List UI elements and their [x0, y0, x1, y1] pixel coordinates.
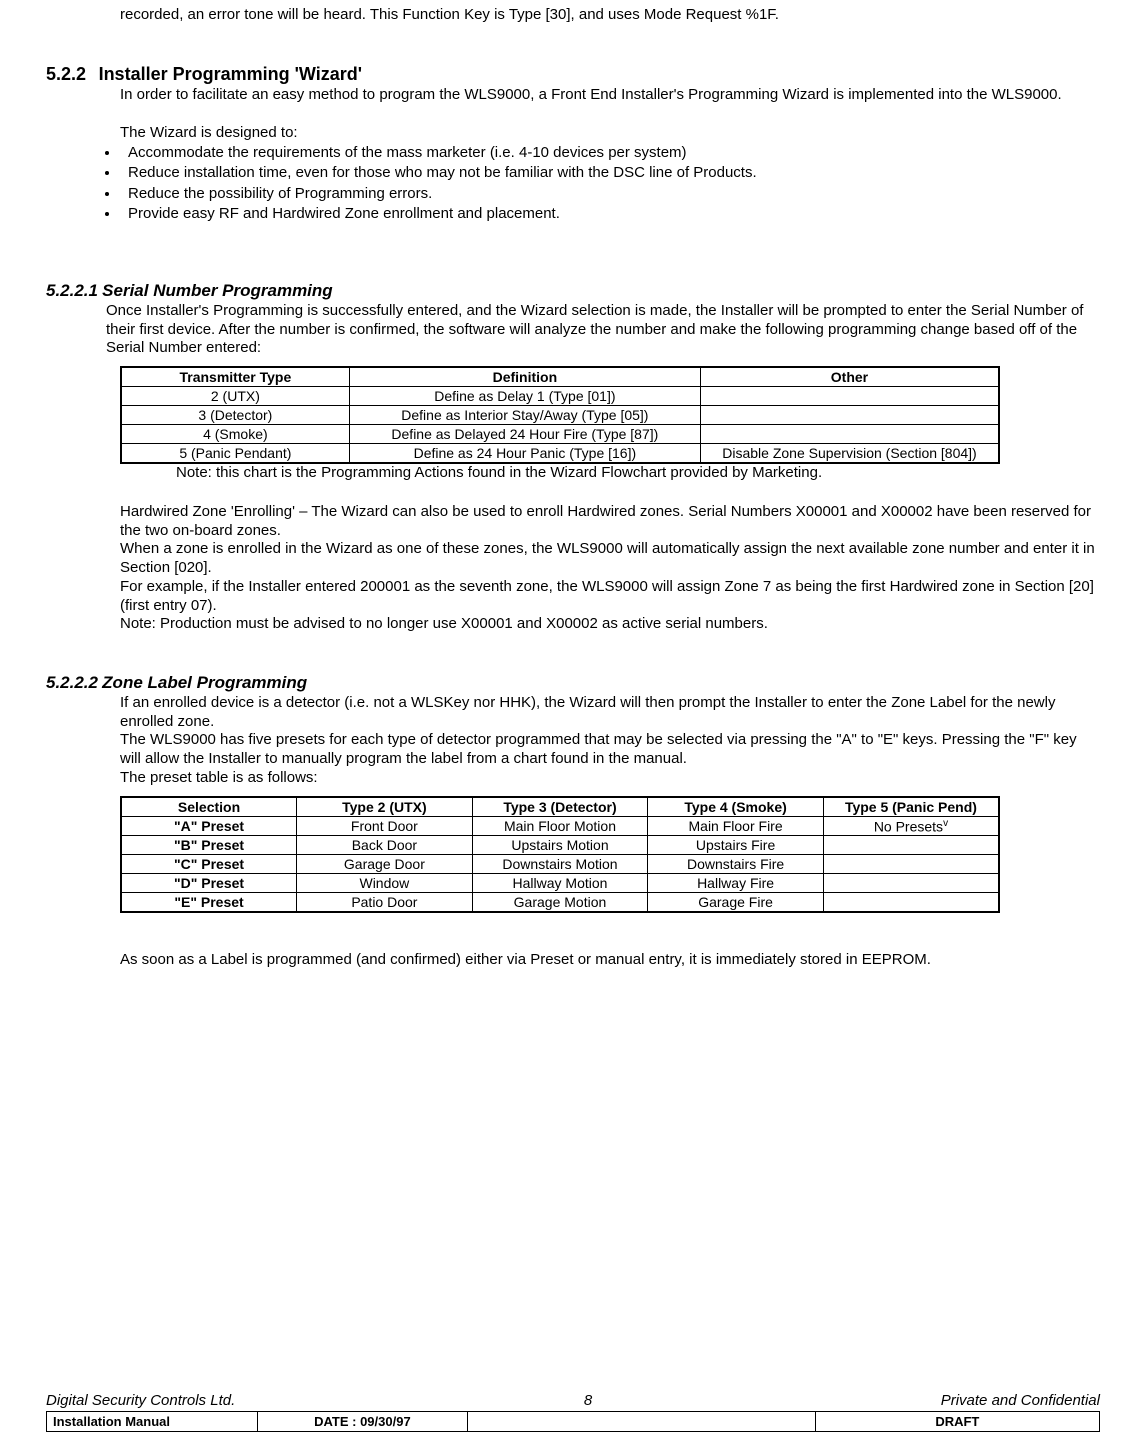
cell: Garage Door — [297, 855, 473, 874]
cell: Downstairs Motion — [472, 855, 648, 874]
table-note: Note: this chart is the Programming Acti… — [176, 464, 1100, 483]
cell: Define as 24 Hour Panic (Type [16]) — [349, 444, 700, 464]
cell: Define as Interior Stay/Away (Type [05]) — [349, 406, 700, 425]
section-number: 5.2.2 — [46, 64, 86, 84]
cell: Upstairs Motion — [472, 836, 648, 855]
subsection-number: 5.2.2.1 — [46, 281, 98, 300]
footer-cell-empty — [468, 1412, 815, 1432]
body-text: Hardwired Zone 'Enrolling' – The Wizard … — [120, 503, 1100, 541]
cell — [823, 893, 999, 913]
table-row: "C" Preset Garage Door Downstairs Motion… — [121, 855, 999, 874]
table-row: 2 (UTX) Define as Delay 1 (Type [01]) — [121, 387, 999, 406]
body-text: Once Installer's Programming is successf… — [106, 302, 1100, 358]
th-other: Other — [700, 367, 999, 387]
cell: 5 (Panic Pendant) — [121, 444, 349, 464]
table-row: "E" Preset Patio Door Garage Motion Gara… — [121, 893, 999, 913]
cell: Define as Delay 1 (Type [01]) — [349, 387, 700, 406]
body-text: When a zone is enrolled in the Wizard as… — [120, 540, 1100, 578]
row-header: "C" Preset — [121, 855, 297, 874]
cell — [823, 836, 999, 855]
cell: Disable Zone Supervision (Section [804]) — [700, 444, 999, 464]
th-type4: Type 4 (Smoke) — [648, 797, 824, 817]
cell: Main Floor Fire — [648, 816, 824, 836]
cell — [700, 425, 999, 444]
body-text: As soon as a Label is programmed (and co… — [120, 951, 1100, 970]
cell — [823, 855, 999, 874]
row-header: "D" Preset — [121, 874, 297, 893]
th-type5: Type 5 (Panic Pend) — [823, 797, 999, 817]
row-header: "A" Preset — [121, 816, 297, 836]
cell: Downstairs Fire — [648, 855, 824, 874]
cell: Hallway Fire — [648, 874, 824, 893]
subsection-number: 5.2.2.2 — [46, 673, 98, 692]
cell: 3 (Detector) — [121, 406, 349, 425]
bullet-list: Accommodate the requirements of the mass… — [120, 143, 1100, 224]
footer-cell-draft: DRAFT — [815, 1412, 1099, 1432]
cell: Garage Fire — [648, 893, 824, 913]
body-text: The preset table is as follows: — [120, 769, 1100, 788]
footer-confidential: Private and Confidential — [941, 1392, 1100, 1409]
list-item: Reduce the possibility of Programming er… — [120, 184, 1100, 204]
body-text: For example, if the Installer entered 20… — [120, 578, 1100, 616]
cell: 4 (Smoke) — [121, 425, 349, 444]
body-text: In order to facilitate an easy method to… — [120, 86, 1100, 105]
list-item: Accommodate the requirements of the mass… — [120, 143, 1100, 163]
cell: Front Door — [297, 816, 473, 836]
cell: Upstairs Fire — [648, 836, 824, 855]
cell — [700, 406, 999, 425]
cell — [823, 874, 999, 893]
transmitter-table: Transmitter Type Definition Other 2 (UTX… — [120, 366, 1000, 464]
footer-cell-date: DATE : 09/30/97 — [257, 1412, 468, 1432]
th-transmitter-type: Transmitter Type — [121, 367, 349, 387]
row-header: "B" Preset — [121, 836, 297, 855]
cell: Patio Door — [297, 893, 473, 913]
cell: Back Door — [297, 836, 473, 855]
list-item: Reduce installation time, even for those… — [120, 163, 1100, 183]
th-type3: Type 3 (Detector) — [472, 797, 648, 817]
subsection-title: Zone Label Programming — [102, 673, 307, 692]
body-text: Note: Production must be advised to no l… — [120, 615, 1100, 634]
table-row: 3 (Detector) Define as Interior Stay/Awa… — [121, 406, 999, 425]
body-text: The Wizard is designed to: — [120, 124, 1100, 143]
section-title: Installer Programming 'Wizard' — [99, 64, 362, 84]
footer-page-number: 8 — [584, 1392, 592, 1409]
subsection-title: Serial Number Programming — [102, 281, 333, 300]
table-row: 4 (Smoke) Define as Delayed 24 Hour Fire… — [121, 425, 999, 444]
section-5-2-2-1: 5.2.2.1 Serial Number Programming Once I… — [46, 280, 1100, 634]
page-footer: Digital Security Controls Ltd. 8 Private… — [46, 1392, 1100, 1432]
table-row: "B" Preset Back Door Upstairs Motion Ups… — [121, 836, 999, 855]
footer-cell-manual: Installation Manual — [47, 1412, 258, 1432]
footer-table: Installation Manual DATE : 09/30/97 DRAF… — [46, 1411, 1100, 1432]
section-5-2-2-2: 5.2.2.2 Zone Label Programming If an enr… — [46, 672, 1100, 970]
section-5-2-2: 5.2.2 Installer Programming 'Wizard' In … — [46, 63, 1100, 224]
cell: Main Floor Motion — [472, 816, 648, 836]
list-item: Provide easy RF and Hardwired Zone enrol… — [120, 204, 1100, 224]
cell: Window — [297, 874, 473, 893]
cell: Define as Delayed 24 Hour Fire (Type [87… — [349, 425, 700, 444]
footer-company: Digital Security Controls Ltd. — [46, 1392, 235, 1409]
table-row: "A" Preset Front Door Main Floor Motion … — [121, 816, 999, 836]
row-header: "E" Preset — [121, 893, 297, 913]
body-text: The WLS9000 has five presets for each ty… — [120, 731, 1100, 769]
table-row: 5 (Panic Pendant) Define as 24 Hour Pani… — [121, 444, 999, 464]
preset-table: Selection Type 2 (UTX) Type 3 (Detector)… — [120, 796, 1000, 914]
cell: Hallway Motion — [472, 874, 648, 893]
cell: Garage Motion — [472, 893, 648, 913]
cell: 2 (UTX) — [121, 387, 349, 406]
th-type2: Type 2 (UTX) — [297, 797, 473, 817]
fragment-text: recorded, an error tone will be heard. T… — [120, 6, 1100, 25]
th-definition: Definition — [349, 367, 700, 387]
body-text: If an enrolled device is a detector (i.e… — [120, 694, 1100, 732]
th-selection: Selection — [121, 797, 297, 817]
cell: No Presetsv — [823, 816, 999, 836]
cell — [700, 387, 999, 406]
table-row: "D" Preset Window Hallway Motion Hallway… — [121, 874, 999, 893]
